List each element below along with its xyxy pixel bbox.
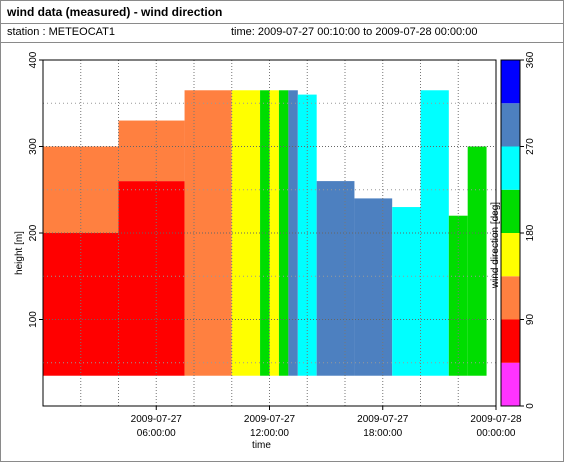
colorbar-tick-label: 270 — [525, 138, 536, 155]
x-tick-label-date: 2009-07-28 — [470, 414, 522, 425]
colorbar-label: wind direction [deg] — [490, 202, 501, 289]
colorbar-bin — [501, 276, 520, 320]
x-tick-label-time: 00:00:00 — [477, 428, 516, 439]
x-tick-label-date: 2009-07-27 — [131, 414, 183, 425]
y-axis-label: height [m] — [14, 231, 25, 275]
heatmap-cell — [288, 90, 298, 376]
station-label: station : METEOCAT1 — [7, 26, 115, 38]
heatmap-cell — [392, 207, 421, 376]
heatmap-cell — [448, 215, 468, 376]
heatmap-cell — [316, 181, 355, 376]
x-tick-label-time: 18:00:00 — [363, 428, 402, 439]
y-tick-label: 100 — [28, 311, 39, 328]
x-tick-label-date: 2009-07-27 — [357, 414, 409, 425]
time-range-label: time: 2009-07-27 00:10:00 to 2009-07-28 … — [231, 26, 478, 38]
y-tick-label: 400 — [28, 51, 39, 68]
colorbar-tick-label: 360 — [525, 51, 536, 68]
colorbar-bin — [501, 189, 520, 233]
heatmap-cell — [118, 181, 185, 376]
heatmap-cell — [420, 90, 449, 376]
colorbar: 0 90 180 270 360 — [500, 51, 536, 409]
heatmap-cell — [467, 146, 487, 376]
colorbar-bin — [501, 146, 520, 190]
colorbar-tick-label: 0 — [525, 403, 536, 409]
chart-title: wind data (measured) - wind direction — [7, 5, 223, 19]
axes: 100 200 300 400 2009-07-27 06:00:00 2009-07-27… — [28, 51, 522, 439]
colorbar-bin — [501, 362, 520, 406]
colorbar-bin — [501, 233, 520, 277]
info-bar: station : METEOCAT1 time: 2009-07-27 00:… — [1, 24, 563, 43]
heatmap-cell — [260, 90, 270, 376]
grid-lines — [43, 60, 496, 406]
heatmap-cell — [118, 120, 185, 182]
heatmap-cell — [354, 198, 393, 376]
colorbar-tick-label: 90 — [525, 314, 536, 326]
title-bar: wind data (measured) - wind direction — [1, 1, 563, 24]
y-tick-label: 200 — [28, 224, 39, 241]
heatmap-cell — [297, 94, 317, 376]
colorbar-bin — [501, 319, 520, 363]
x-tick-label-time: 06:00:00 — [137, 428, 176, 439]
colorbar-bin — [501, 103, 520, 147]
x-tick-label-date: 2009-07-27 — [244, 414, 296, 425]
colorbar-tick-label: 180 — [525, 224, 536, 241]
colorbar-bin — [501, 60, 520, 104]
heatmap-cells — [43, 90, 487, 376]
y-tick-label: 300 — [28, 138, 39, 155]
x-axis-label: time — [252, 440, 271, 451]
heatmap-cell — [231, 90, 261, 376]
x-tick-label-time: 12:00:00 — [250, 428, 289, 439]
